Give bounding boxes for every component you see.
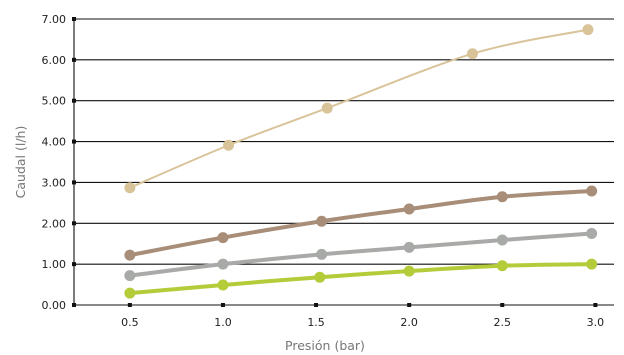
y-tick-label: 3.00 bbox=[42, 176, 67, 189]
x-tick-label: 1.5 bbox=[307, 316, 325, 329]
x-axis-label: Presión (bar) bbox=[285, 338, 365, 353]
data-point bbox=[124, 270, 136, 282]
data-point bbox=[217, 258, 229, 270]
data-point bbox=[582, 24, 594, 36]
y-tick-mark bbox=[72, 262, 76, 267]
y-tick-label: 5.00 bbox=[42, 95, 67, 108]
data-point bbox=[496, 260, 508, 272]
y-tick-label: 0.00 bbox=[42, 299, 67, 312]
data-point bbox=[316, 215, 328, 227]
series-3 bbox=[124, 228, 598, 282]
y-tick-mark bbox=[72, 139, 76, 144]
y-tick-mark bbox=[72, 17, 76, 21]
data-point bbox=[124, 182, 136, 194]
x-tick-label: 1.0 bbox=[214, 316, 232, 329]
x-tick-label: 2.5 bbox=[494, 316, 512, 329]
y-tick-mark bbox=[72, 98, 76, 103]
y-tick-labels: 0.00 1.00 2.00 3.00 4.00 5.00 6.00 7.00 bbox=[42, 13, 67, 312]
data-point bbox=[496, 191, 508, 203]
x-tick-mark bbox=[127, 303, 132, 307]
gridlines bbox=[74, 18, 614, 265]
x-tick-labels: 0.5 1.0 1.5 2.0 2.5 3.0 bbox=[121, 316, 604, 329]
x-tick-mark bbox=[220, 303, 225, 307]
axes bbox=[72, 17, 614, 307]
y-tick-label: 2.00 bbox=[42, 217, 67, 230]
data-point bbox=[466, 48, 478, 60]
y-tick-mark bbox=[72, 303, 76, 307]
data-point bbox=[217, 232, 229, 244]
data-point bbox=[314, 271, 326, 283]
data-point bbox=[403, 203, 415, 215]
series-4 bbox=[124, 258, 598, 299]
y-axis-label: Caudal (l/h) bbox=[13, 126, 28, 199]
data-point bbox=[586, 228, 598, 239]
data-point bbox=[124, 287, 136, 299]
data-point bbox=[586, 258, 598, 270]
data-point bbox=[321, 102, 333, 114]
x-tick-mark bbox=[407, 303, 412, 307]
series-2 bbox=[124, 185, 598, 261]
x-tick-mark bbox=[593, 303, 598, 307]
series-line bbox=[127, 189, 594, 258]
y-tick-label: 7.00 bbox=[42, 13, 67, 26]
data-point bbox=[403, 265, 415, 277]
y-tick-label: 1.00 bbox=[42, 258, 67, 271]
x-tick-label: 3.0 bbox=[587, 316, 605, 329]
x-tick-label: 0.5 bbox=[121, 316, 139, 329]
data-point bbox=[124, 249, 136, 261]
series-line bbox=[127, 262, 594, 296]
x-tick-label: 2.0 bbox=[400, 316, 418, 329]
x-tick-mark bbox=[314, 303, 319, 307]
data-point bbox=[223, 139, 235, 151]
data-point bbox=[316, 248, 328, 260]
data-point bbox=[586, 185, 598, 197]
y-tick-label: 6.00 bbox=[42, 54, 67, 67]
series-line bbox=[127, 231, 594, 278]
y-tick-mark bbox=[72, 180, 76, 185]
data-point bbox=[496, 234, 508, 246]
x-tick-mark bbox=[500, 303, 505, 307]
series-group bbox=[124, 24, 598, 299]
data-point bbox=[217, 279, 229, 291]
y-tick-mark bbox=[72, 221, 76, 226]
y-tick-mark bbox=[72, 57, 76, 62]
series-1 bbox=[124, 24, 594, 194]
data-point bbox=[403, 241, 415, 253]
series-line bbox=[128, 28, 589, 189]
y-tick-label: 4.00 bbox=[42, 136, 67, 149]
